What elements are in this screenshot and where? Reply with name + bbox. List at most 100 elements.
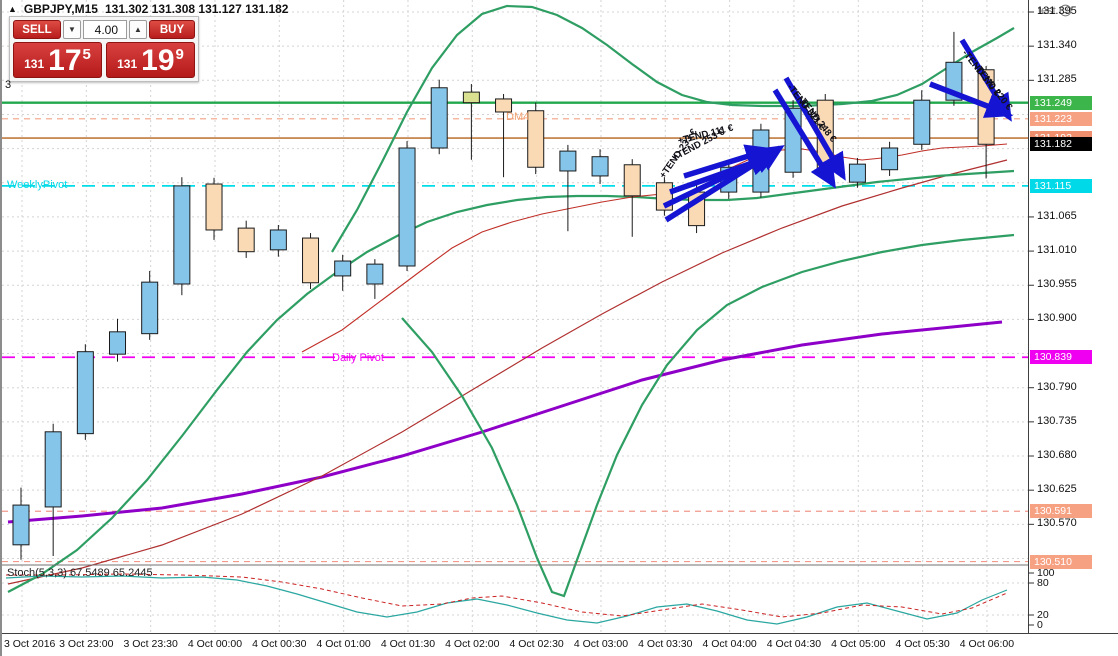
- time-label: 4 Oct 04:30: [766, 638, 822, 650]
- time-label: 4 Oct 03:00: [573, 638, 629, 650]
- stoch-scale-tick: 80: [1037, 577, 1049, 589]
- time-label: 4 Oct 03:30: [638, 638, 693, 650]
- ma-green-mid: [7, 169, 1015, 593]
- candle-00:15: [237, 227, 255, 253]
- time-label: 4 Oct 02:00: [445, 638, 500, 650]
- price-tick-label: 131.395: [1037, 5, 1077, 17]
- sad-face-icon: [1059, 4, 1072, 17]
- candle-00:30: [269, 229, 287, 251]
- candle-01:00: [334, 260, 352, 277]
- price-tick-label: 130.790: [1037, 380, 1077, 393]
- time-label: 4 Oct 06:00: [959, 638, 1015, 650]
- time-label: 4 Oct 02:30: [509, 638, 564, 650]
- price-badge-131.223: 131.223: [1030, 111, 1092, 126]
- trend-arrow: [772, 88, 836, 189]
- price-tick-label: 131.010: [1037, 244, 1077, 257]
- sell-price-sup: 5: [82, 46, 91, 63]
- time-label: 4 Oct 00:00: [187, 638, 243, 650]
- price-tick-label: 131.285: [1037, 73, 1077, 86]
- stoch-scale-tick: 100: [1037, 567, 1055, 579]
- ohlc-values: 131.302 131.308 131.127 131.182: [104, 2, 289, 16]
- sell-button[interactable]: SELL: [13, 20, 61, 39]
- candle-02:00: [462, 91, 480, 104]
- annotation-3: 3: [5, 79, 12, 91]
- price-tick-label: 131.340: [1037, 39, 1077, 52]
- time-label: 4 Oct 00:30: [252, 638, 307, 650]
- price-badge-130.510: 130.510: [1030, 554, 1092, 569]
- ma-purple: [7, 320, 1003, 524]
- buy-price-prefix: 131: [117, 57, 138, 71]
- buy-button[interactable]: BUY: [149, 20, 195, 39]
- candle-03:00: [591, 156, 609, 177]
- volume-dropdown-button[interactable]: ▼: [63, 20, 81, 39]
- sell-price-big: 17: [48, 43, 82, 77]
- candle-00:45: [302, 237, 320, 284]
- time-label: 4 Oct 01:00: [316, 638, 371, 650]
- stoch-scale-tick: 0: [1037, 619, 1043, 631]
- time-label: 4 Oct 04:00: [702, 638, 757, 650]
- chevron-down-icon: ▼: [68, 25, 76, 34]
- price-tick-label: 130.900: [1037, 312, 1077, 325]
- price-tick-label: 131.065: [1037, 209, 1077, 222]
- candle-05:30: [913, 99, 931, 145]
- buy-price-sup: 9: [175, 46, 184, 63]
- price-badge-130.591: 130.591: [1030, 504, 1092, 519]
- time-label: 4 Oct 05:00: [831, 638, 886, 650]
- sell-price-prefix: 131: [24, 57, 45, 71]
- buy-price-display[interactable]: 131 19 9: [106, 42, 195, 78]
- volume-input[interactable]: 4.00: [83, 20, 127, 39]
- trend-arrow: [959, 38, 1012, 122]
- candle-05:00: [848, 163, 866, 183]
- time-label: 4 Oct 01:30: [380, 638, 436, 650]
- daily-pivot-label: Daily Pivot: [332, 352, 384, 364]
- time-scale[interactable]: 3 Oct 2016 3 Oct 23:00 3 Oct 23:30 4 Oct 00…: [2, 634, 1118, 656]
- symbol-marker-icon: ▲: [8, 4, 17, 14]
- stoch-indicator-label: Stoch(5,3,3) 67.5489 65.2445: [7, 567, 153, 579]
- candle-05:15: [881, 147, 899, 171]
- stoch-k: [5, 575, 1008, 625]
- candle-00:00: [205, 183, 223, 231]
- price-tick-label: 130.955: [1037, 278, 1077, 291]
- candle-02:45: [559, 150, 577, 172]
- trend-arrows[interactable]: [662, 38, 1014, 223]
- price-scale[interactable]: 131.395 131.340 131.285 131.065 131.010 130.9…: [1029, 0, 1118, 634]
- candle-22:30: [12, 504, 30, 546]
- price-badge-131.115: 131.115: [1030, 178, 1092, 193]
- time-label: 3 Oct 23:30: [123, 638, 178, 650]
- time-label: 4 Oct 05:30: [895, 638, 950, 650]
- band-green-lower: [401, 233, 1015, 598]
- account-name: test: [1038, 4, 1056, 17]
- time-label: 3 Oct 2016: [4, 638, 56, 650]
- quote-bar: ▲ GBPJPY,M15 131.302 131.308 131.127 131…: [8, 2, 288, 16]
- price-tick-label: 130.570: [1037, 517, 1077, 530]
- price-tick-label: 130.680: [1037, 449, 1077, 461]
- pane-frame: [2, 0, 1118, 634]
- candle-02:15: [495, 98, 513, 113]
- ma-red-slow: [7, 159, 1008, 585]
- candle-01:45: [430, 87, 448, 149]
- band-green-upper: [331, 4, 1015, 253]
- candle-23:30: [141, 281, 159, 335]
- buy-price-big: 19: [141, 43, 175, 77]
- price-tick-label: 130.735: [1037, 414, 1077, 427]
- volume-up-button[interactable]: ▲: [129, 20, 147, 39]
- price-badge-130.839: 130.839: [1030, 350, 1092, 365]
- indicator-curves: [5, 4, 1015, 625]
- time-label: 3 Oct 23:00: [59, 638, 114, 650]
- account-label: test: [1038, 4, 1072, 17]
- trend-arrow: [683, 144, 774, 179]
- stoch-scale-tick: 20: [1037, 609, 1049, 621]
- candle-23:45: [173, 185, 191, 285]
- candle-22:45: [44, 431, 62, 508]
- candle-02:30: [527, 110, 545, 168]
- candle-03:15: [623, 164, 641, 197]
- sell-price-display[interactable]: 131 17 5: [13, 42, 102, 78]
- candles: [12, 31, 995, 560]
- one-click-trading-panel: SELL ▼ 4.00 ▲ BUY 131 17 5 131 19 9: [9, 16, 199, 82]
- price-badge-131.182: 131.182: [1030, 137, 1092, 152]
- candle-23:15: [109, 331, 127, 355]
- weekly-pivot-label: WeeklyPivot: [7, 179, 68, 191]
- symbol-title: GBPJPY,M15: [23, 2, 98, 16]
- candle-01:15: [366, 263, 384, 285]
